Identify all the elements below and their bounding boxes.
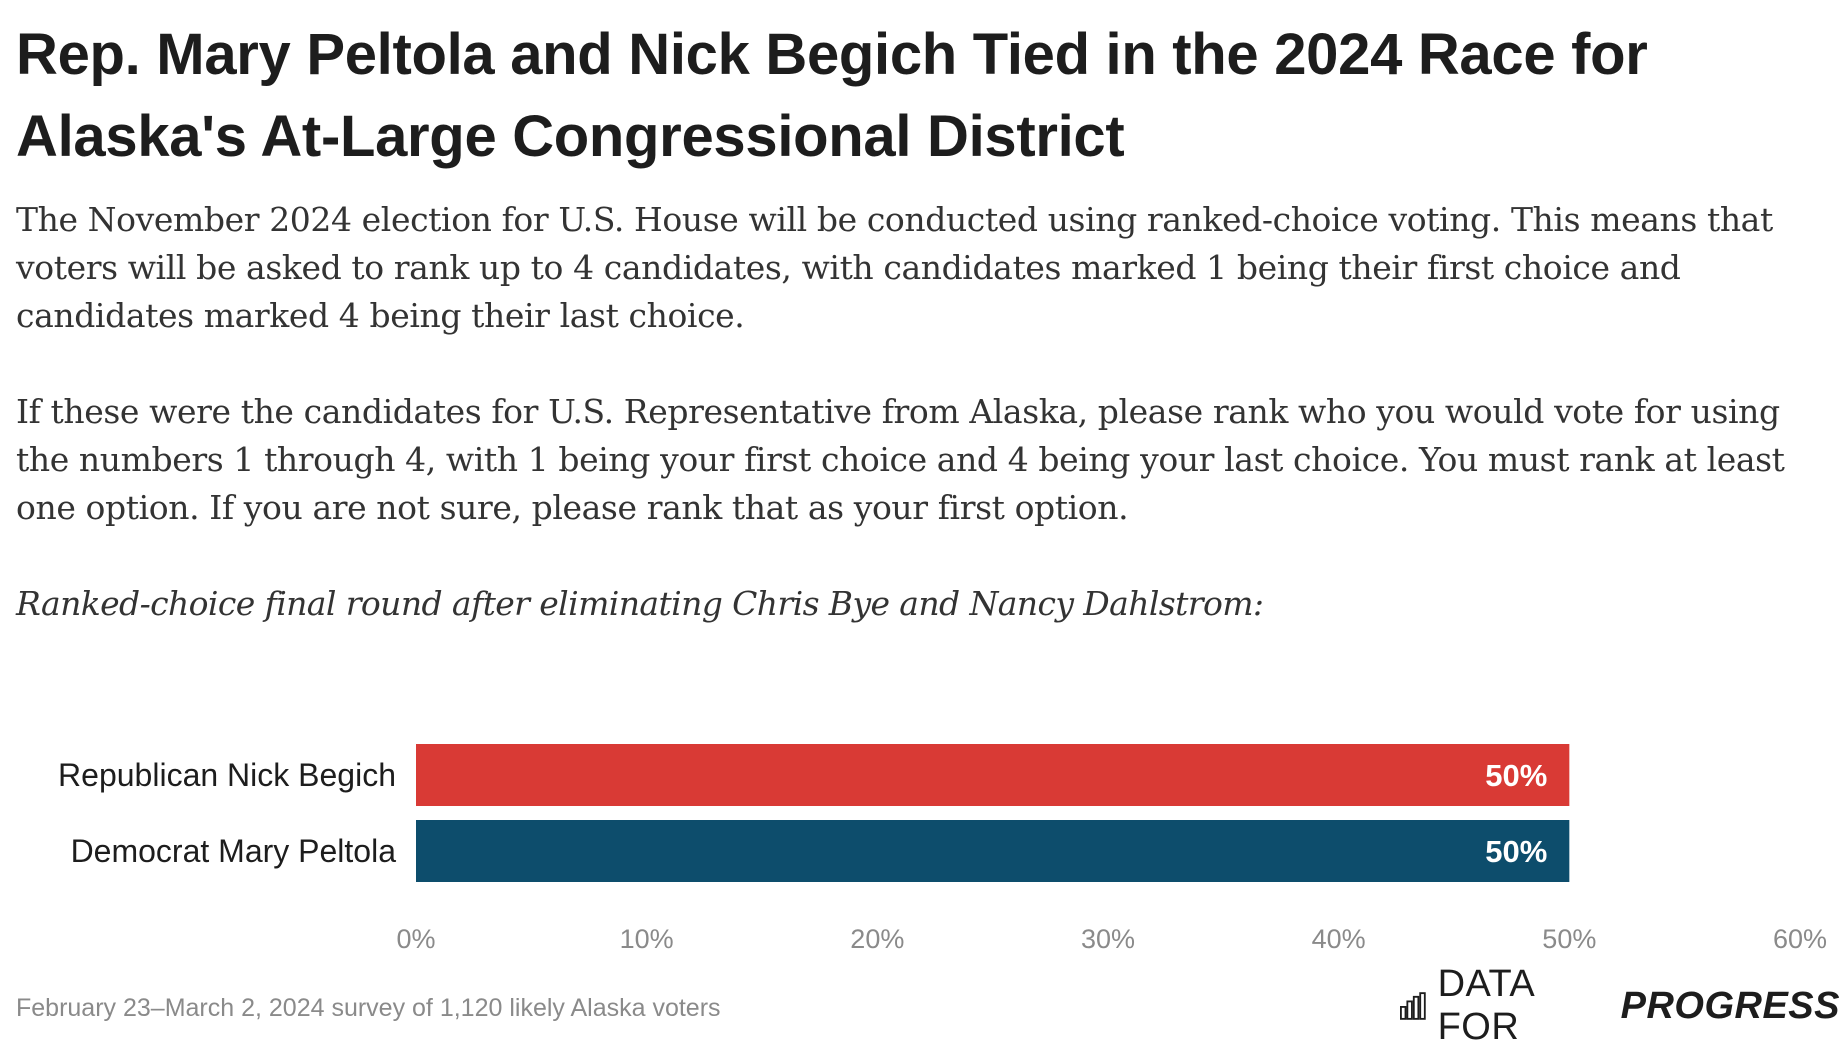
bar-chart-icon (1400, 992, 1426, 1020)
brand-text-progress: PROGRESS (1620, 984, 1840, 1027)
x-tick-label-5: 50% (1542, 924, 1596, 954)
chart-subtitle: Ranked-choice final round after eliminat… (16, 584, 1264, 623)
x-tick-label-3: 30% (1081, 924, 1135, 954)
description-paragraph-1: The November 2024 election for U.S. Hous… (16, 200, 1773, 335)
bar-chart: Republican Nick Begich 50% Democrat Mary P… (58, 744, 1827, 954)
source-note: February 23–March 2, 2024 survey of 1,12… (16, 994, 721, 1022)
chart-title: Rep. Mary Peltola and Nick Begich Tied i… (16, 22, 1648, 169)
x-tick-label-0: 0% (396, 924, 435, 954)
category-label-0: Republican Nick Begich (58, 757, 396, 793)
bars-group: Republican Nick Begich 50% Democrat Mary P… (58, 744, 1570, 882)
x-axis-ticks: 0% 10% 20% 30% 40% 50% 60% (396, 924, 1827, 954)
x-tick-label-6: 60% (1773, 924, 1827, 954)
brand-logo: DATA FOR PROGRESS (1400, 963, 1840, 1048)
bar-0 (416, 744, 1570, 806)
brand-text-data-for: DATA FOR (1437, 963, 1534, 1048)
x-tick-label-4: 40% (1312, 924, 1366, 954)
x-tick-label-2: 20% (850, 924, 904, 954)
description-paragraph-2: If these were the candidates for U.S. Re… (16, 392, 1785, 527)
value-label-0: 50% (1485, 758, 1547, 793)
x-tick-label-1: 10% (620, 924, 674, 954)
category-label-1: Democrat Mary Peltola (71, 833, 397, 869)
value-label-1: 50% (1485, 834, 1547, 869)
bar-1 (416, 820, 1570, 882)
